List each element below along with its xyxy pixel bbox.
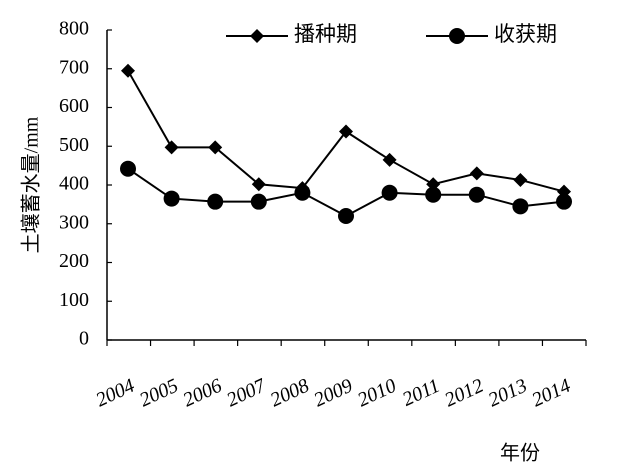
x-tick-label: 2008 (267, 375, 313, 412)
legend-marker-circle (449, 28, 465, 44)
x-tick-label: 2004 (93, 375, 139, 412)
data-point-diamond (251, 177, 266, 192)
x-axis-title: 年份 (500, 442, 540, 465)
data-point-diamond (339, 124, 353, 139)
x-tick-label: 2009 (311, 375, 357, 412)
data-point-diamond (164, 140, 179, 155)
x-tick-label: 2005 (136, 375, 182, 412)
data-point-circle (338, 208, 354, 224)
legend-marker-diamond (250, 29, 264, 43)
y-axis-title: 土壤蓄水量/mm (20, 116, 43, 253)
data-point-circle (163, 190, 180, 207)
legend: 播种期 收获期 (226, 22, 557, 46)
y-tick-label: 400 (59, 173, 89, 195)
y-tick-label: 700 (59, 56, 89, 78)
data-point-circle (294, 184, 311, 201)
legend-label-2: 收获期 (494, 22, 557, 46)
data-point-diamond (513, 172, 528, 187)
data-point-diamond (121, 63, 135, 78)
data-point-circle (381, 184, 398, 201)
data-point-circle (512, 198, 529, 215)
x-tick-label: 2014 (529, 375, 575, 412)
y-tick-label: 0 (79, 328, 89, 350)
data-point-circle (250, 193, 267, 210)
y-tick-label: 300 (59, 211, 89, 233)
y-ticks: 0 100 200 300 400 500 600 700 800 (59, 18, 112, 350)
series-layer (120, 63, 572, 224)
y-tick-label: 600 (59, 95, 89, 117)
legend-label-1: 播种期 (294, 22, 357, 46)
y-tick-label: 800 (59, 18, 89, 40)
y-tick-label: 200 (59, 250, 89, 272)
data-point-circle (468, 186, 485, 203)
x-tick-label: 2012 (441, 375, 487, 412)
data-point-diamond (382, 152, 397, 167)
data-point-circle (120, 160, 136, 177)
data-point-circle (556, 193, 572, 210)
data-point-diamond (208, 140, 223, 155)
x-tick-label: 2007 (223, 374, 269, 411)
x-tick-label: 2011 (399, 375, 443, 411)
data-point-circle (207, 193, 224, 210)
data-point-diamond (469, 166, 484, 181)
plot-area (106, 30, 586, 341)
x-tick-label: 2010 (354, 375, 400, 412)
y-tick-label: 100 (59, 289, 89, 311)
x-tick-label: 2006 (180, 375, 226, 412)
data-point-circle (425, 186, 442, 203)
x-tick-label: 2013 (485, 375, 531, 412)
y-tick-label: 500 (59, 134, 89, 156)
